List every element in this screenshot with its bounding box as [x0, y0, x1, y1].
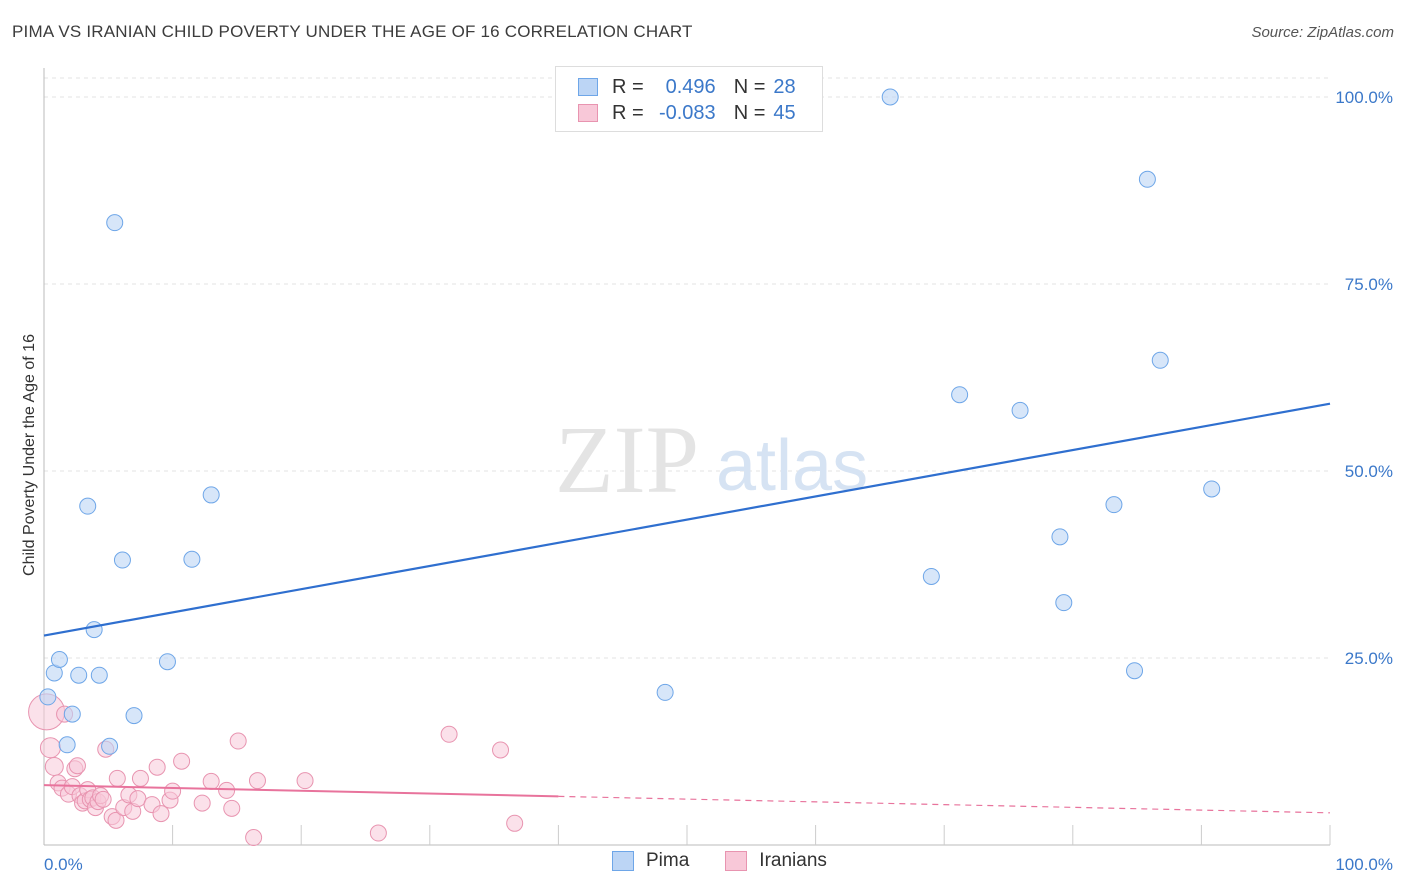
iranians-r-value: -0.083: [658, 101, 716, 124]
correlation-legend: R = 0.496 N = 28 R = -0.083 N = 45: [555, 66, 823, 132]
pima-point: [1055, 594, 1073, 612]
pima-r-value: 0.496: [665, 75, 716, 98]
r-label: R =: [612, 101, 644, 124]
pima-point: [1151, 351, 1169, 369]
r-label: R =: [612, 75, 644, 98]
legend-row-pima: R = 0.496 N = 28: [578, 74, 796, 100]
pima-point: [79, 497, 97, 515]
iranians-point: [68, 757, 86, 775]
pima-n-value: 28: [773, 75, 796, 98]
pima-point: [58, 736, 76, 754]
iranians-point: [108, 769, 126, 787]
pima-point: [158, 653, 176, 671]
pima-point: [1011, 401, 1029, 419]
iranians-point: [492, 741, 510, 759]
tick-labels: 25.0% 50.0% 75.0% 100.0% 0.0% 100.0%: [44, 88, 1393, 874]
pima-trend-line: [43, 402, 1331, 637]
iranians-n-value: 45: [773, 101, 796, 124]
legend-item-iranians: Iranians: [725, 850, 827, 872]
iranians-point: [152, 805, 170, 823]
watermark-zip: ZIP: [555, 406, 699, 513]
iranians-swatch: [578, 104, 598, 122]
y-tick-label: 50.0%: [1345, 462, 1393, 481]
pima-point: [101, 737, 119, 755]
iranians-point: [223, 799, 241, 817]
x-tick-label: 100.0%: [1335, 855, 1393, 874]
source-credit: Source: ZipAtlas.com: [1251, 24, 1394, 41]
iranians-point: [229, 732, 247, 750]
pima-point: [70, 666, 88, 684]
n-label: N =: [733, 101, 766, 124]
pima-point: [125, 707, 143, 725]
pima-point: [183, 550, 201, 568]
pima-point: [63, 705, 81, 723]
iranians-point: [94, 790, 112, 808]
iranians-point: [248, 772, 266, 790]
pima-point: [1203, 480, 1221, 498]
pima-point: [1138, 170, 1156, 188]
pima-swatch: [578, 78, 598, 96]
y-tick-label: 100.0%: [1335, 88, 1393, 107]
pima-point: [113, 551, 131, 569]
pima-point: [1126, 662, 1144, 680]
iranians-points: [28, 693, 524, 847]
iranians-point: [129, 790, 147, 808]
iranians-point: [173, 752, 191, 770]
iranians-point: [193, 794, 211, 812]
pima-point: [951, 386, 969, 404]
y-tick-label: 75.0%: [1345, 275, 1393, 294]
pima-point: [50, 650, 68, 668]
legend-row-iranians: R = -0.083 N = 45: [578, 100, 796, 126]
pima-points: [39, 88, 1221, 755]
iranians-legend-swatch: [725, 851, 748, 871]
pima-point: [1051, 528, 1069, 546]
iranians-trend-line: [43, 784, 559, 798]
iranians-point: [296, 772, 314, 790]
iranians-point: [440, 725, 458, 743]
legend-label-pima: Pima: [646, 850, 690, 871]
chart-title: PIMA VS IRANIAN CHILD POVERTY UNDER THE …: [12, 22, 693, 41]
pima-point: [202, 486, 220, 504]
iranians-point: [506, 814, 524, 832]
iranians-point: [218, 781, 236, 799]
y-axis-label: Child Poverty Under the Age of 16: [21, 334, 38, 576]
iranians-point: [164, 782, 182, 800]
grid-lines: [44, 77, 1330, 659]
pima-point: [1105, 496, 1123, 514]
pima-point: [85, 621, 103, 639]
watermark: ZIP atlas: [555, 406, 868, 513]
iranians-point: [44, 756, 64, 776]
x-tick-label: 0.0%: [44, 855, 83, 874]
legend-item-pima: Pima: [612, 850, 689, 872]
pima-legend-swatch: [612, 851, 634, 871]
legend-label-iranians: Iranians: [759, 850, 827, 871]
iranians-point: [245, 829, 263, 847]
pima-point: [39, 688, 57, 706]
series-legend: Pima Iranians: [612, 850, 863, 872]
n-label: N =: [733, 75, 766, 98]
iranians-trend-extension: [558, 795, 1331, 814]
iranians-point: [369, 824, 387, 842]
iranians-point: [131, 769, 149, 787]
iranians-point: [107, 811, 125, 829]
pima-point: [656, 683, 674, 701]
pima-point: [881, 88, 899, 106]
iranians-point: [202, 772, 220, 790]
pima-point: [922, 567, 940, 585]
pima-point: [106, 214, 124, 232]
trend-lines: [43, 402, 1331, 814]
pima-point: [90, 666, 108, 684]
y-tick-label: 25.0%: [1345, 649, 1393, 668]
iranians-point: [39, 737, 61, 759]
watermark-atlas: atlas: [716, 426, 868, 506]
iranians-point: [148, 758, 166, 776]
